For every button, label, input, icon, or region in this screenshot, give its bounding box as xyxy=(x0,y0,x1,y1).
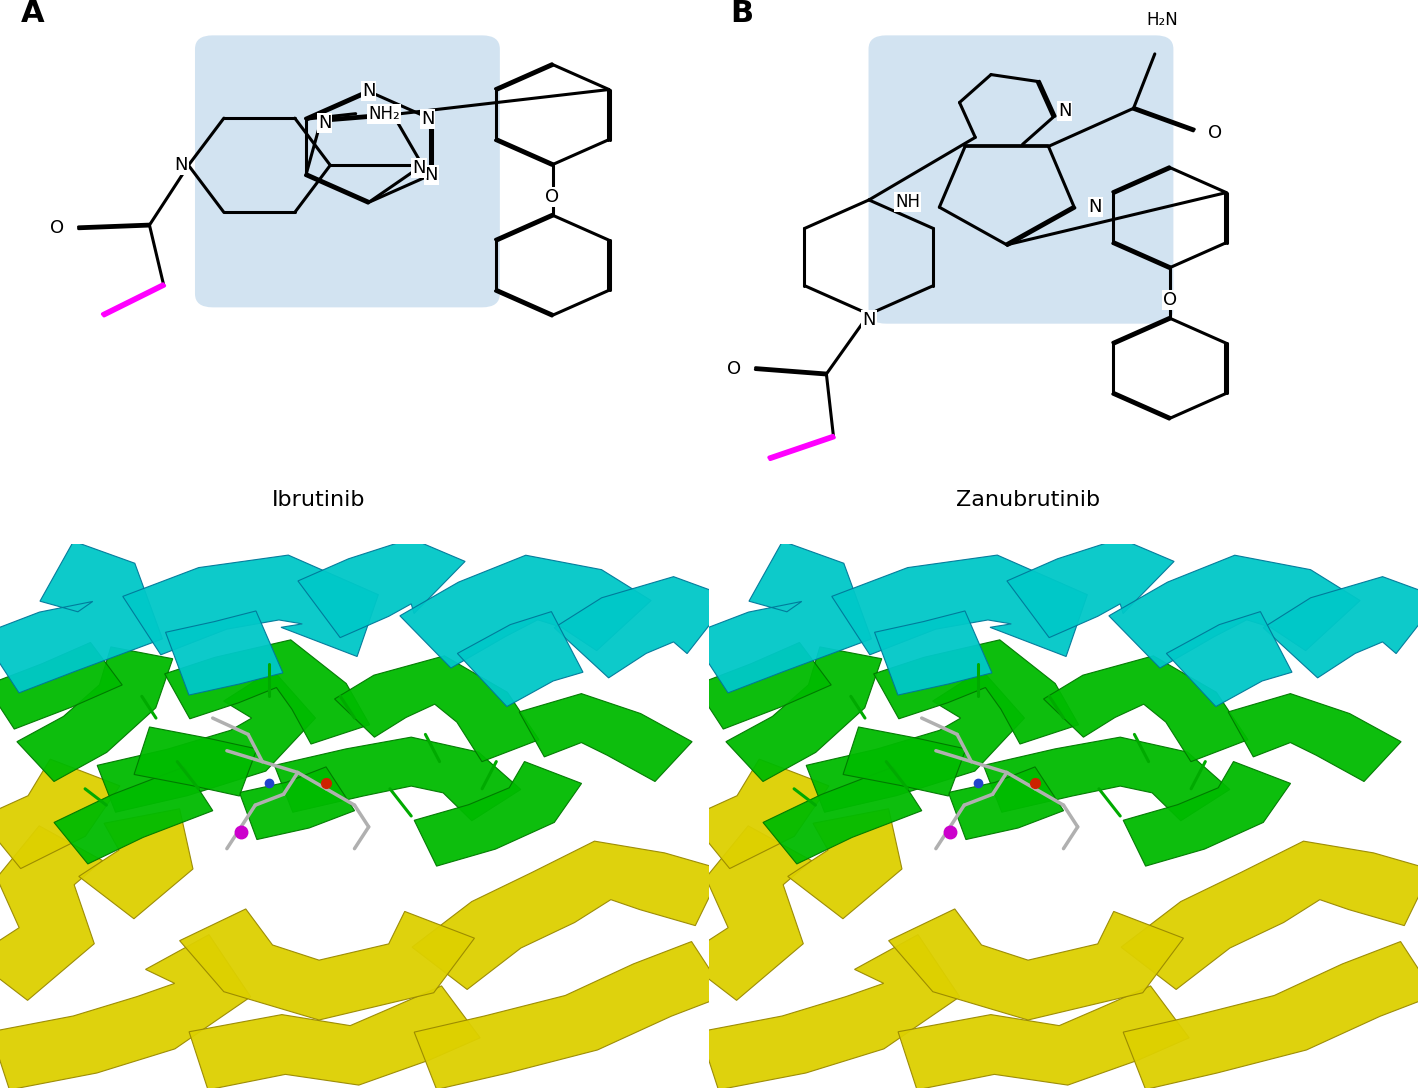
Polygon shape xyxy=(0,541,163,693)
Text: O: O xyxy=(1208,124,1222,141)
Text: N: N xyxy=(424,165,438,184)
Polygon shape xyxy=(763,767,922,864)
Text: O: O xyxy=(727,359,742,378)
Polygon shape xyxy=(1263,577,1418,678)
Text: A: A xyxy=(21,0,45,28)
Polygon shape xyxy=(335,656,539,762)
Polygon shape xyxy=(1109,555,1360,668)
Polygon shape xyxy=(164,640,370,744)
Polygon shape xyxy=(1044,656,1248,762)
Polygon shape xyxy=(949,767,1064,840)
Text: N: N xyxy=(174,157,189,174)
Polygon shape xyxy=(691,541,872,693)
Polygon shape xyxy=(984,738,1229,820)
Polygon shape xyxy=(135,727,257,796)
Polygon shape xyxy=(0,826,102,1000)
Text: N: N xyxy=(1058,102,1072,120)
Polygon shape xyxy=(1007,539,1174,638)
Text: N: N xyxy=(1089,198,1102,217)
Text: N: N xyxy=(362,83,376,100)
Polygon shape xyxy=(832,555,1088,656)
Polygon shape xyxy=(688,759,830,868)
Polygon shape xyxy=(189,986,481,1088)
Polygon shape xyxy=(699,935,960,1088)
Polygon shape xyxy=(275,738,520,820)
Polygon shape xyxy=(898,986,1190,1088)
Polygon shape xyxy=(166,611,282,695)
Polygon shape xyxy=(0,935,251,1088)
Text: N: N xyxy=(862,310,876,329)
Text: N: N xyxy=(413,159,425,177)
Text: N: N xyxy=(318,114,332,132)
Text: NH₂: NH₂ xyxy=(369,104,400,123)
Polygon shape xyxy=(458,611,583,706)
Polygon shape xyxy=(726,647,882,781)
Polygon shape xyxy=(0,642,122,729)
Polygon shape xyxy=(695,642,831,729)
Polygon shape xyxy=(1123,762,1290,866)
Polygon shape xyxy=(519,694,692,781)
Text: O: O xyxy=(50,219,64,237)
Polygon shape xyxy=(875,611,991,695)
Text: O: O xyxy=(546,188,560,207)
Text: O: O xyxy=(1163,292,1177,309)
Text: H₂N: H₂N xyxy=(1146,12,1178,29)
Polygon shape xyxy=(414,762,581,866)
Polygon shape xyxy=(554,577,730,678)
Polygon shape xyxy=(0,759,121,868)
Polygon shape xyxy=(180,908,475,1021)
Text: N: N xyxy=(421,110,434,128)
Polygon shape xyxy=(240,767,354,840)
Polygon shape xyxy=(788,808,902,918)
Text: Ibrutinib: Ibrutinib xyxy=(272,491,366,510)
Polygon shape xyxy=(844,727,966,796)
Polygon shape xyxy=(873,640,1079,744)
Polygon shape xyxy=(807,670,1024,813)
Polygon shape xyxy=(414,941,726,1088)
Polygon shape xyxy=(98,670,315,813)
FancyBboxPatch shape xyxy=(196,35,501,307)
Polygon shape xyxy=(682,826,811,1000)
Text: N: N xyxy=(424,165,438,184)
Polygon shape xyxy=(889,908,1184,1021)
Text: NH: NH xyxy=(895,193,920,211)
Polygon shape xyxy=(298,539,465,638)
Polygon shape xyxy=(17,647,173,781)
Text: B: B xyxy=(730,0,753,28)
Polygon shape xyxy=(413,841,723,989)
Polygon shape xyxy=(1123,941,1418,1088)
Text: Zanubrutinib: Zanubrutinib xyxy=(956,491,1100,510)
Polygon shape xyxy=(79,808,193,918)
FancyBboxPatch shape xyxy=(868,35,1174,324)
Polygon shape xyxy=(123,555,379,656)
Polygon shape xyxy=(400,555,651,668)
Polygon shape xyxy=(1228,694,1401,781)
Polygon shape xyxy=(54,767,213,864)
Polygon shape xyxy=(1122,841,1418,989)
Polygon shape xyxy=(1167,611,1292,706)
